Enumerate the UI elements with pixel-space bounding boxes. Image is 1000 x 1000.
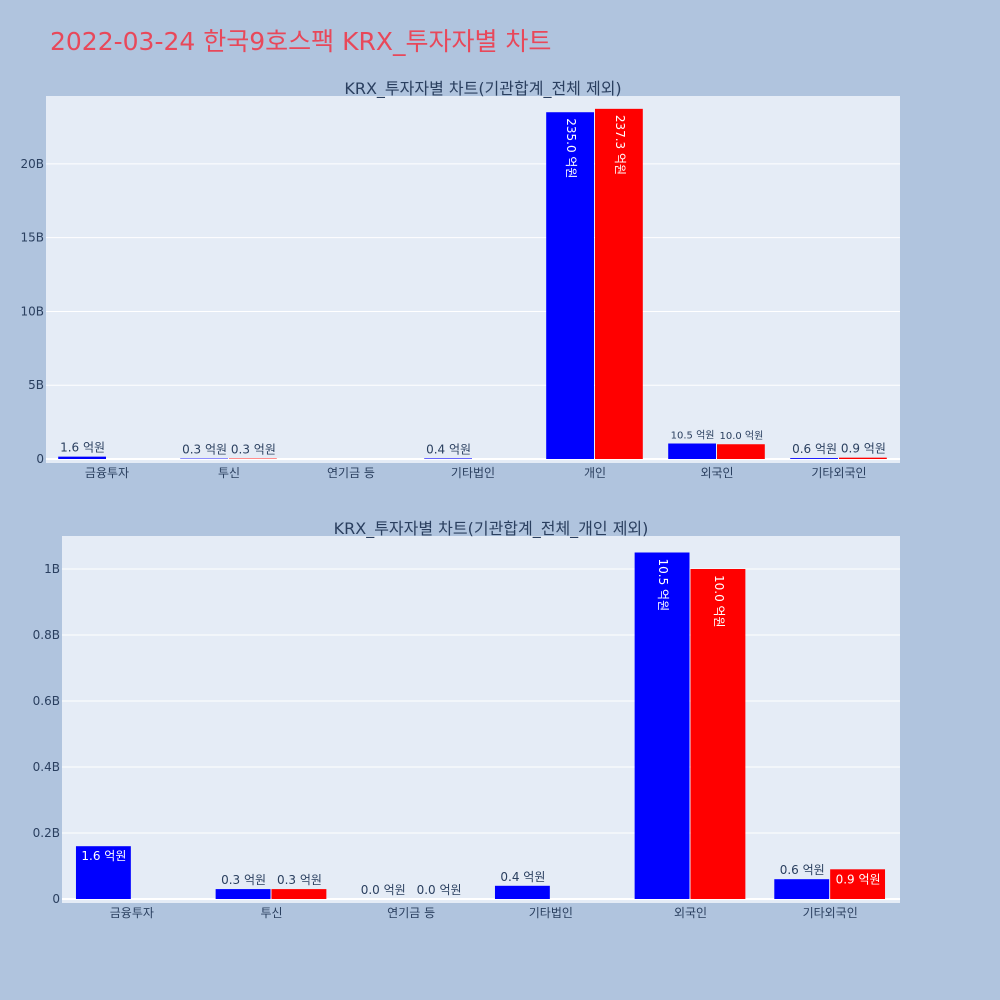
x-tick-label: 투신 [260, 906, 282, 920]
x-tick-label: 투신 [218, 466, 240, 480]
data-label: 10.5 억원 [656, 559, 670, 612]
data-label: 1.6 억원 [81, 849, 126, 863]
x-tick-label: 개인 [584, 466, 606, 480]
data-label: 10.5 억원 [671, 430, 715, 442]
x-tick-label: 금융투자 [85, 466, 129, 480]
chart-title: KRX_투자자별 차트(기관합계_전체 제외) [344, 79, 621, 99]
bar [690, 569, 746, 899]
x-tick-label: 기타법인 [529, 906, 573, 920]
bar [774, 879, 830, 899]
x-tick-label: 기타외국인 [803, 906, 858, 920]
x-tick-label: 연기금 등 [387, 906, 435, 920]
data-label: 10.0 억원 [719, 430, 763, 442]
data-label: 0.3 억원 [231, 443, 276, 457]
bar [668, 443, 716, 459]
y-tick-label: 0 [36, 452, 44, 466]
bar [595, 108, 643, 460]
y-tick-label: 10B [20, 304, 44, 318]
bar [494, 885, 550, 899]
page-title: 2022-03-24 한국9호스팩 KRX_투자자별 차트 [50, 27, 552, 56]
data-label: 235.0 억원 [564, 118, 578, 178]
y-tick-label: 1B [44, 562, 60, 576]
chart-bottom: KRX_투자자별 차트(기관합계_전체_개인 제외) 0 0.2B 0.4B 0.6B 0… [33, 519, 900, 920]
bar [839, 457, 887, 459]
chart-title: KRX_투자자별 차트(기관합계_전체_개인 제외) [334, 519, 649, 539]
y-tick-label: 15B [20, 231, 44, 245]
bar [546, 112, 594, 460]
data-label: 0.9 억원 [836, 872, 881, 886]
plot-area [46, 96, 900, 463]
data-label: 1.6 억원 [60, 441, 105, 455]
data-label: 0.9 억원 [841, 442, 886, 456]
data-label: 10.0 억원 [712, 575, 726, 628]
y-tick-label: 20B [20, 157, 44, 171]
y-tick-label: 0.6B [33, 694, 60, 708]
y-tick-label: 0 [52, 892, 60, 906]
data-label: 0.0 억원 [361, 883, 406, 897]
bar [790, 458, 838, 459]
y-tick-label: 0.8B [33, 628, 60, 642]
bar [424, 458, 472, 459]
bar [634, 552, 690, 899]
bar [271, 889, 327, 899]
x-tick-label: 연기금 등 [327, 466, 375, 480]
bar [830, 869, 886, 899]
data-label: 0.3 억원 [277, 873, 322, 887]
x-tick-label: 기타외국인 [811, 466, 866, 480]
x-tick-label: 기타법인 [451, 466, 495, 480]
y-tick-label: 0.2B [33, 826, 60, 840]
data-label: 0.3 억원 [221, 873, 266, 887]
bar [215, 889, 271, 899]
chart-top: KRX_투자자별 차트(기관합계_전체 제외) 0 5B 10B 15B 20B 금융투자 1… [20, 79, 900, 480]
data-label: 0.4 억원 [426, 442, 471, 456]
bar [58, 456, 106, 459]
data-label: 237.3 억원 [613, 115, 627, 175]
data-label: 0.6 억원 [792, 442, 837, 456]
data-label: 0.4 억원 [500, 870, 545, 884]
plot-area [62, 536, 900, 903]
bar [717, 444, 765, 459]
data-label: 0.6 억원 [780, 863, 825, 877]
x-tick-label: 금융투자 [110, 906, 154, 920]
data-label: 0.0 억원 [417, 883, 462, 897]
bar [75, 846, 131, 899]
x-tick-label: 외국인 [674, 906, 707, 920]
x-tick-label: 외국인 [700, 466, 733, 480]
y-tick-label: 5B [28, 378, 44, 392]
y-tick-label: 0.4B [33, 760, 60, 774]
data-label: 0.3 억원 [182, 443, 227, 457]
